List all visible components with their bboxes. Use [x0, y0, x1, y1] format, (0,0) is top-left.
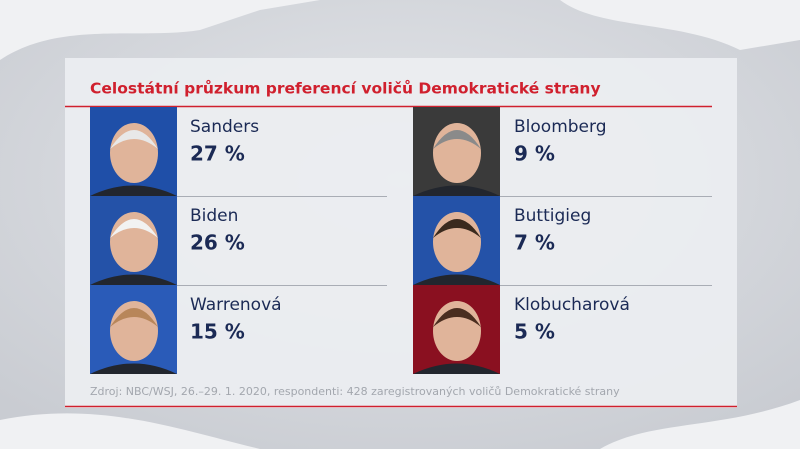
photo-hair	[110, 219, 158, 238]
candidate-value: 7 %	[514, 231, 555, 255]
photo-hair	[110, 308, 158, 327]
candidate-value: 15 %	[190, 320, 245, 344]
photo-body	[90, 363, 177, 374]
candidate-value: 27 %	[190, 142, 245, 166]
candidate-value: 5 %	[514, 320, 555, 344]
candidate-name: Biden	[190, 206, 238, 226]
candidate-value: 9 %	[514, 142, 555, 166]
photo-hair	[433, 130, 481, 149]
photo-hair	[433, 308, 481, 327]
photo-body	[413, 274, 500, 285]
candidate-name: Bloomberg	[514, 117, 606, 137]
candidate-name: Buttigieg	[514, 206, 591, 226]
photo-body	[413, 363, 500, 374]
photo-body	[413, 185, 500, 196]
title: Celostátní průzkum preferencí voličů Dem…	[90, 79, 601, 98]
candidate-value: 26 %	[190, 231, 245, 255]
candidate-name: Sanders	[190, 117, 259, 137]
photo-hair	[110, 130, 158, 149]
source: Zdroj: NBC/WSJ, 26.–29. 1. 2020, respond…	[90, 385, 620, 398]
candidate-name: Warrenová	[190, 295, 282, 315]
photo-body	[90, 185, 177, 196]
photo-hair	[433, 219, 481, 238]
photo-body	[90, 274, 177, 285]
candidate-name: Klobucharová	[514, 295, 630, 315]
